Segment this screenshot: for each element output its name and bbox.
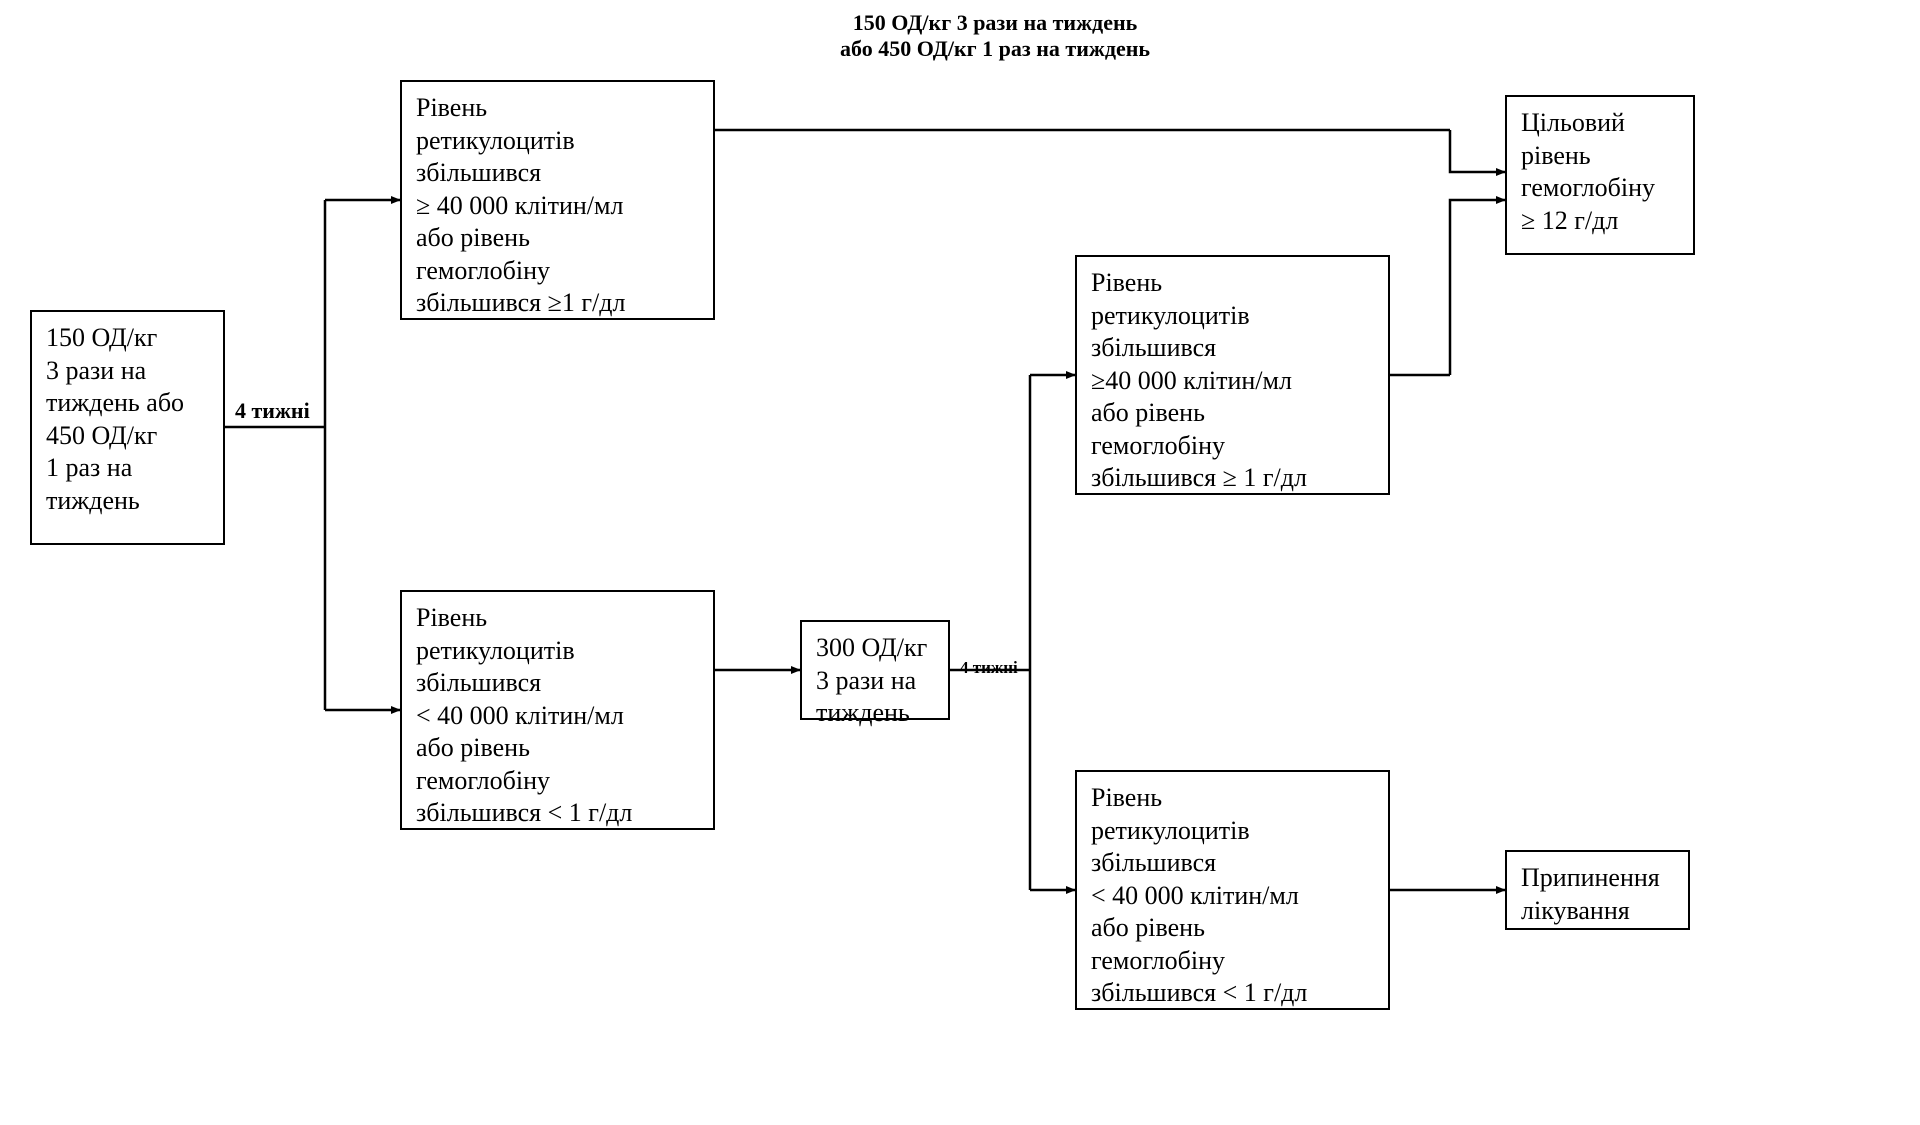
label-4-weeks-1: 4 тижні [235, 398, 310, 424]
node-stop-treatment: Припинення лікування [1505, 850, 1690, 930]
node-start-dose: 150 ОД/кг 3 рази на тиждень або 450 ОД/к… [30, 310, 225, 545]
flowchart-canvas: 150 ОД/кг 3 рази на тиждень або 450 ОД/к… [0, 0, 1920, 1125]
node-response-high-1: Рівень ретикулоцитів збільшився ≥ 40 000… [400, 80, 715, 320]
node-response-low-1: Рівень ретикулоцитів збільшився < 40 000… [400, 590, 715, 830]
label-top-dose: 150 ОД/кг 3 рази на тиждень або 450 ОД/к… [840, 10, 1150, 62]
node-target-hemoglobin: Цільовий рівень гемоглобіну ≥ 12 г/дл [1505, 95, 1695, 255]
node-dose-300: 300 ОД/кг 3 рази на тиждень [800, 620, 950, 720]
node-response-low-2: Рівень ретикулоцитів збільшився < 40 000… [1075, 770, 1390, 1010]
node-response-high-2: Рівень ретикулоцитів збільшився ≥40 000 … [1075, 255, 1390, 495]
label-4-weeks-2: 4 тижні [960, 658, 1018, 678]
